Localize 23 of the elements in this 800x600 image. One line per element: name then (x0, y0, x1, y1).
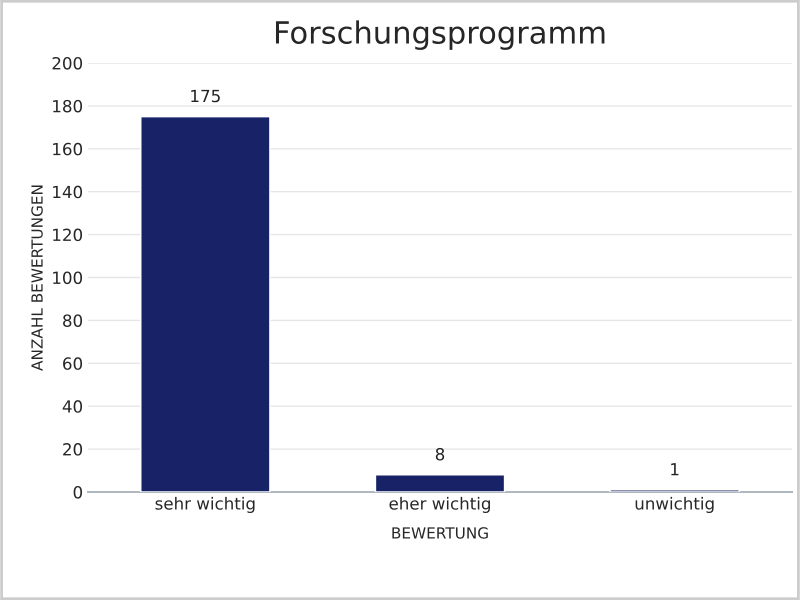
bar (609, 489, 740, 492)
y-tick-label: 120 (53, 228, 82, 242)
y-tick-label: 200 (52, 56, 82, 70)
y-axis-title: ANZAHL BEWERTUNGEN (31, 186, 43, 371)
y-tick-label: 20 (63, 443, 82, 456)
bar (140, 116, 271, 492)
y-tick-label: 60 (63, 357, 82, 370)
y-tick-label: 0 (74, 486, 82, 499)
y-tick-label: 100 (53, 271, 82, 284)
x-axis-title: BEWERTUNG (392, 527, 488, 539)
y-tick-label: 160 (53, 142, 82, 156)
bar (374, 474, 506, 492)
x-tick-label: sehr wichtig (156, 496, 255, 513)
y-tick-label: 180 (53, 100, 82, 112)
chart-title: Forschungsprogramm (276, 20, 604, 50)
y-tick-label: 40 (62, 400, 82, 413)
data-label: 1 (671, 463, 678, 476)
x-tick-label: eher wichtig (389, 496, 490, 513)
data-label: 175 (191, 90, 220, 102)
x-tick-label: unwichtig (636, 496, 714, 513)
y-tick-label: 80 (63, 314, 82, 327)
data-label: 8 (436, 448, 444, 460)
y-tick-label: 140 (53, 186, 82, 198)
